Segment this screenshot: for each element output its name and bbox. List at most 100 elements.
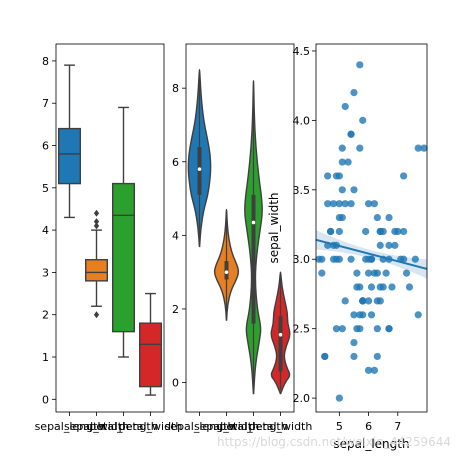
- scatter-point: [338, 158, 346, 166]
- scatter-point: [324, 172, 332, 180]
- y-tick-label: 6: [42, 140, 49, 153]
- scatter-point: [350, 338, 358, 347]
- scatter-point: [356, 325, 364, 333]
- box-petal_width: [138, 322, 162, 388]
- scatter-point: [414, 311, 422, 319]
- scatter-point: [376, 227, 384, 236]
- y-tick-label: 2.0: [293, 392, 311, 405]
- scatter-point: [400, 255, 408, 263]
- x-tick-label: 6: [365, 420, 372, 433]
- x-tick-label: sepal_length: [165, 420, 235, 433]
- x-tick-label: petal_length: [89, 420, 157, 433]
- y-tick-label: 3.0: [293, 253, 311, 266]
- box-sepal_length: [58, 127, 82, 185]
- scatter-point: [359, 311, 367, 319]
- scatter-point: [338, 144, 346, 152]
- scatter-point: [344, 158, 352, 166]
- scatter-point: [347, 255, 355, 263]
- y-tick-label: 0: [172, 377, 179, 390]
- scatter-regression-panel: 2.0 2.5 3.0 3.5 4.0 4.5 5 6 7 sepal_length sepal_w…: [267, 43, 428, 451]
- scatter-point: [379, 283, 387, 291]
- scatter-point: [341, 297, 349, 305]
- scatter-point: [353, 269, 361, 277]
- watermark: https://blog.csdn.net/weixin_44259644: [217, 435, 451, 449]
- scatter-point: [335, 213, 343, 222]
- scatter-point: [359, 116, 367, 124]
- scatter-point: [385, 325, 393, 333]
- scatter-point: [327, 227, 335, 236]
- violin-median-dot: [197, 167, 202, 171]
- scatter-point: [370, 366, 379, 374]
- y-tick-label: 4: [42, 224, 49, 237]
- scatter-point: [350, 186, 358, 194]
- y-tick-label: 0: [42, 393, 49, 406]
- scatter-point: [335, 200, 343, 208]
- scatter-point: [350, 89, 358, 97]
- axes-frame: [55, 43, 165, 413]
- outlier-point: [93, 311, 100, 319]
- scatter-point: [364, 269, 373, 277]
- scatter-point: [373, 352, 381, 361]
- scatter-point: [356, 61, 364, 69]
- box-petal_length: [111, 182, 135, 333]
- scatter-point: [321, 352, 329, 361]
- scatter-point: [329, 200, 338, 208]
- y-tick-label: 4.5: [293, 45, 311, 58]
- scatter-point: [364, 297, 373, 305]
- scatter-point: [373, 269, 381, 277]
- x-tick-label: petal_length: [219, 420, 287, 433]
- scatter-point: [402, 269, 411, 277]
- scatter-point: [341, 102, 349, 111]
- scatter-point: [347, 130, 355, 138]
- scatter-point: [315, 255, 323, 263]
- scatter-point: [364, 255, 373, 263]
- x-tick-label: 7: [394, 420, 401, 433]
- x-tick-label: sepal_width: [64, 420, 129, 433]
- scatter-point: [405, 283, 414, 291]
- x-tick-label: sepal_width: [194, 420, 259, 433]
- scatter-point: [364, 200, 373, 208]
- y-tick-label: 7: [42, 97, 49, 110]
- scatter-point: [364, 366, 373, 374]
- x-tick-label: petal_width: [119, 420, 183, 433]
- regression-line: [315, 238, 428, 270]
- x-axis-label: sepal_length: [333, 437, 409, 451]
- scatter-point: [341, 200, 349, 208]
- scatter-point: [359, 297, 367, 305]
- y-tick-label: 3.5: [293, 184, 311, 197]
- scatter-point: [324, 200, 332, 208]
- scatter-point: [370, 200, 379, 208]
- y-tick-label: 5: [42, 182, 49, 195]
- scatter-point: [335, 227, 343, 236]
- scatter-point: [414, 144, 422, 152]
- x-tick-label: sepal_length: [35, 420, 105, 433]
- scatter-point: [385, 241, 393, 249]
- scatter-point: [347, 200, 355, 208]
- scatter-point: [332, 172, 341, 180]
- violin-median-dot: [278, 332, 283, 337]
- box-plot-panel: 0 1 2 3 4 5 6 7 8 sepal_lengthsepal_widthpetal_le…: [35, 43, 183, 433]
- scatter-point: [420, 144, 428, 152]
- scatter-point: [400, 172, 408, 180]
- y-axis-label: sepal_width: [267, 192, 281, 263]
- x-tick-label: 5: [336, 420, 343, 433]
- axes-frame: [185, 43, 295, 413]
- scatter-point: [373, 213, 381, 222]
- axes-frame: [315, 43, 428, 413]
- scatter-point: [373, 325, 381, 333]
- scatter-point: [318, 269, 326, 277]
- scatter-point: [376, 241, 384, 249]
- scatter-point: [382, 269, 390, 277]
- violin-median-dot: [251, 220, 256, 225]
- scatter-point: [411, 255, 419, 263]
- scatter-point: [332, 325, 341, 333]
- scatter-point: [391, 241, 399, 249]
- scatter-point: [338, 325, 346, 333]
- outlier-point: [93, 218, 100, 226]
- scatter-point: [388, 283, 396, 291]
- y-tick-label: 8: [42, 55, 49, 68]
- y-tick-label: 2: [172, 303, 179, 316]
- scatter-point: [350, 311, 358, 319]
- violin-plot-panel: 02468sepal_lengthsepal_widthpetal_length…: [165, 43, 312, 433]
